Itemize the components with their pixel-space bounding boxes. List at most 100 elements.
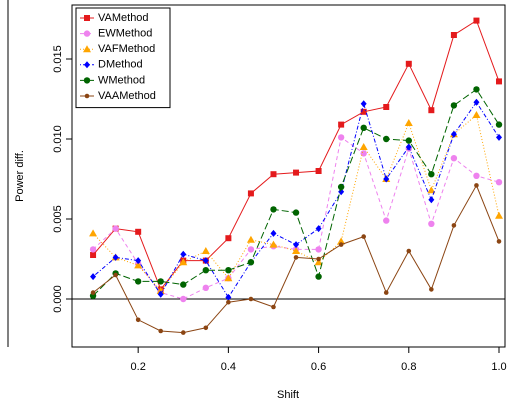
point	[428, 196, 435, 204]
point	[248, 296, 254, 302]
point	[405, 137, 412, 144]
point	[157, 278, 164, 285]
point	[180, 330, 186, 335]
point	[383, 135, 390, 143]
point	[226, 299, 231, 305]
point	[406, 248, 412, 254]
point	[271, 304, 276, 310]
point	[496, 133, 503, 141]
y-tick-label: 0.005	[52, 205, 64, 233]
point	[89, 246, 97, 253]
legend-marker	[83, 45, 91, 53]
point	[135, 257, 142, 265]
point	[473, 17, 480, 24]
point	[383, 217, 390, 224]
point	[338, 121, 345, 128]
x-tick-label: 0.2	[131, 361, 146, 373]
point	[473, 172, 480, 179]
point	[224, 274, 233, 282]
point	[292, 209, 300, 216]
point	[383, 290, 389, 295]
legend-label: WMethod	[98, 74, 145, 86]
point	[180, 295, 187, 303]
plot-frame	[71, 4, 506, 348]
point	[472, 111, 481, 118]
point	[360, 108, 367, 115]
point	[450, 130, 457, 138]
legend-label: DMethod	[98, 59, 143, 71]
point	[112, 225, 119, 232]
point	[292, 247, 301, 254]
point	[134, 261, 143, 269]
point	[89, 229, 98, 237]
point	[315, 225, 322, 233]
point	[338, 188, 345, 196]
point	[450, 32, 457, 38]
point	[360, 124, 367, 131]
point	[203, 325, 209, 331]
point	[404, 119, 413, 126]
point	[361, 234, 366, 239]
point	[134, 278, 142, 285]
point	[156, 287, 165, 294]
point	[360, 100, 367, 108]
point	[247, 246, 255, 253]
point	[202, 257, 209, 265]
point	[90, 252, 97, 258]
legend-marker	[84, 61, 90, 69]
point	[428, 171, 435, 178]
point	[293, 169, 300, 176]
point	[270, 229, 277, 237]
point	[293, 255, 299, 260]
x-tick-label: 0.8	[401, 361, 416, 373]
legend-label: VAAMethod	[98, 90, 156, 102]
point	[135, 228, 142, 235]
point	[90, 290, 96, 295]
point	[179, 258, 188, 266]
point	[405, 60, 412, 67]
point	[473, 86, 480, 93]
legend-label: VAMethod	[98, 12, 149, 24]
point	[157, 290, 164, 298]
point	[314, 258, 323, 266]
point	[496, 239, 502, 244]
point	[112, 253, 119, 261]
point	[495, 179, 503, 186]
x-tick-label: 1.0	[491, 361, 506, 373]
point	[246, 235, 255, 243]
point	[405, 143, 412, 151]
point	[450, 102, 458, 109]
point	[338, 242, 344, 247]
point	[135, 317, 141, 323]
point	[180, 281, 187, 288]
point	[337, 183, 345, 191]
point	[474, 183, 479, 188]
point	[247, 190, 254, 197]
point	[202, 267, 210, 274]
legend-label: VAFMethod	[98, 43, 155, 55]
point	[225, 235, 232, 242]
y-tick-label: 0.000	[52, 285, 64, 313]
series-line	[92, 136, 500, 300]
point	[427, 186, 436, 194]
point	[270, 171, 277, 178]
point	[180, 250, 187, 258]
point	[495, 121, 503, 128]
point	[158, 328, 164, 334]
point	[113, 272, 118, 278]
point	[429, 287, 434, 292]
y-axis-label: Power diff.	[14, 150, 26, 202]
legend-label: EWMethod	[98, 28, 152, 40]
point	[428, 107, 435, 114]
point	[269, 240, 278, 248]
legend-box	[75, 7, 171, 109]
series-line	[92, 101, 500, 299]
point	[315, 273, 322, 280]
point	[337, 237, 346, 245]
legend-marker	[83, 30, 91, 37]
legend-marker	[83, 77, 91, 84]
point	[450, 155, 458, 162]
legend-marker	[84, 93, 90, 99]
point	[383, 104, 390, 110]
y-tick-label: 0.015	[52, 45, 64, 73]
